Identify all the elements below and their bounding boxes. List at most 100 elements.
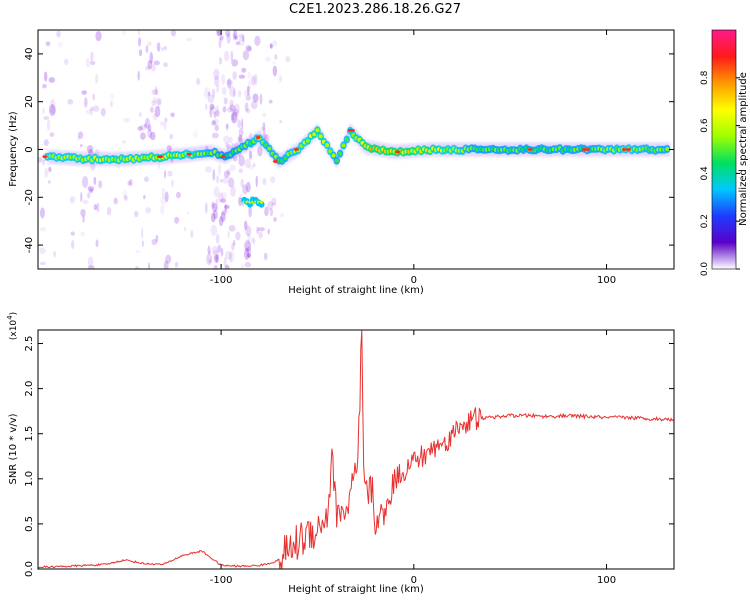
noise-speck [274, 54, 278, 60]
ridge-core [267, 146, 272, 151]
noise-speck [44, 168, 49, 178]
noise-speck [141, 227, 144, 240]
noise-speck [39, 247, 46, 255]
noise-speck [267, 200, 274, 211]
colorbar-tick-label: 0.8 [700, 70, 710, 85]
noise-speck [272, 60, 276, 65]
x-tick-label: -100 [210, 575, 233, 586]
noise-speck [122, 30, 127, 36]
noise-speck [226, 168, 231, 176]
noise-speck [229, 164, 236, 171]
noise-speck [161, 47, 164, 52]
noise-speck [278, 75, 283, 83]
noise-speck [48, 166, 52, 173]
noise-speck [49, 132, 55, 137]
noise-speck [279, 119, 283, 124]
noise-speck [243, 248, 250, 260]
noise-speck [257, 145, 263, 157]
ridge-hotspot [220, 155, 226, 159]
noise-speck [217, 244, 222, 253]
ridge-hotspot [621, 148, 627, 151]
noise-speck [174, 216, 180, 224]
noise-speck [254, 35, 261, 46]
noise-speck [204, 202, 208, 214]
noise-speck [169, 133, 174, 140]
noise-speck [212, 203, 218, 213]
noise-speck [234, 35, 238, 40]
ridge-core [344, 137, 349, 142]
noise-speck [163, 62, 168, 68]
noise-speck [228, 224, 236, 232]
noise-speck [246, 253, 251, 259]
noise-speck [234, 103, 240, 115]
noise-speck [221, 191, 228, 200]
noise-speck [215, 109, 220, 117]
noise-speck [251, 75, 256, 86]
noise-speck [229, 85, 236, 98]
noise-speck [84, 97, 88, 108]
ridge-core [312, 132, 317, 137]
noise-speck [205, 103, 208, 111]
noise-speck [43, 115, 50, 121]
noise-speck [232, 33, 236, 41]
noise-speck [98, 180, 103, 189]
noise-speck [147, 124, 152, 132]
ridge-hotspot [347, 128, 353, 132]
noise-speck [154, 86, 158, 96]
noise-speck [256, 226, 260, 235]
colorbar-ticks: 0.0 0.2 0.4 0.6 0.8 [700, 70, 740, 276]
noise-speck [140, 132, 146, 140]
spectrogram-y-ticks: 40 20 0 -20 -40 [24, 48, 674, 253]
noise-speck [134, 265, 140, 269]
noise-speck [245, 225, 252, 237]
noise-speck [221, 87, 227, 96]
noise-speck [128, 178, 133, 187]
noise-speck [94, 73, 99, 84]
noise-speck [64, 58, 69, 66]
noise-speck [39, 207, 45, 219]
noise-speck [89, 60, 96, 66]
ridge-core [341, 143, 346, 148]
y-tick-label: 1.0 [24, 471, 35, 487]
noise-speck [240, 178, 244, 188]
noise-speck [144, 176, 149, 183]
noise-speck [270, 202, 277, 207]
noise-speck [250, 237, 255, 244]
noise-speck [230, 185, 236, 197]
noise-speck [86, 109, 92, 115]
noise-speck [246, 45, 252, 52]
noise-speck [87, 256, 94, 267]
noise-speck [154, 105, 161, 118]
noise-speck [224, 203, 227, 213]
noise-speck [138, 49, 143, 57]
noise-speck [44, 71, 48, 82]
noise-speck [89, 188, 93, 194]
noise-speck [241, 118, 244, 130]
ridge-core [325, 142, 330, 147]
noise-speck [82, 215, 85, 223]
noise-speck [165, 254, 172, 264]
noise-speck [81, 175, 89, 188]
noise-speck [223, 50, 230, 62]
noise-speck [153, 60, 160, 66]
noise-speck [248, 205, 252, 218]
noise-speck [238, 36, 245, 47]
noise-speck [209, 107, 213, 118]
noise-speck [238, 134, 243, 142]
noise-speck [219, 35, 224, 41]
ridge-core [305, 138, 310, 143]
noise-speck [160, 204, 165, 215]
noise-speck [231, 59, 239, 67]
noise-speck [212, 209, 218, 220]
snr-plot-area [38, 330, 674, 569]
colorbar-label: Normalized spectral amplitude [738, 72, 749, 226]
noise-speck [227, 78, 232, 89]
noise-speck [211, 120, 217, 126]
snr-y-multiplier: (x104) [6, 312, 19, 340]
noise-speck [137, 30, 141, 37]
noise-speck [238, 168, 243, 174]
noise-speck [164, 117, 168, 124]
noise-speck [226, 33, 231, 44]
noise-speck [43, 139, 49, 146]
noise-speck [156, 42, 161, 53]
